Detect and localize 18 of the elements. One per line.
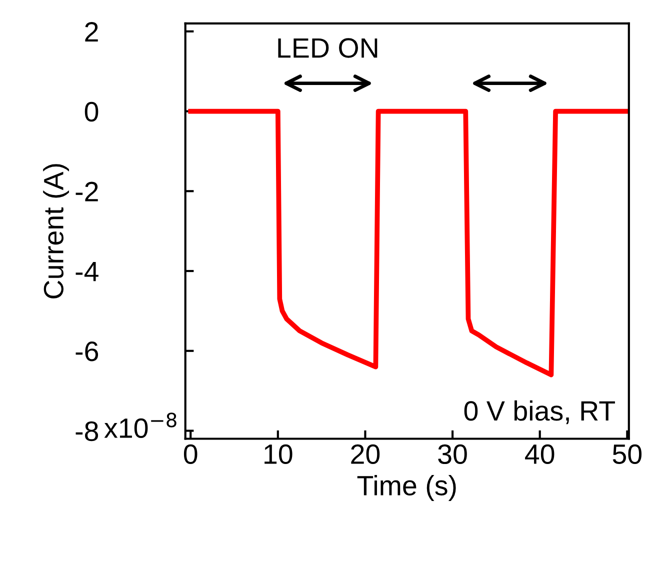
- y-tick-label: -4: [76, 262, 98, 282]
- annotation: LED ON: [278, 38, 378, 58]
- y-tick-label: -8: [76, 421, 98, 442]
- y-tick-label: 0: [84, 102, 98, 122]
- annotation: 0 V bias, RT: [464, 400, 615, 424]
- y-axis-title: Current (A): [43, 164, 69, 298]
- y-tick-label: 2: [85, 22, 98, 42]
- y-tick-label: -2: [76, 182, 98, 202]
- x-tick-label: 30: [438, 444, 467, 464]
- x-axis-title: Time (s): [357, 475, 456, 501]
- x-tick-label: 40: [525, 444, 554, 464]
- x-tick-label: 10: [264, 444, 292, 464]
- x-tick-label: 20: [351, 444, 380, 464]
- x-tick-label: 0: [184, 444, 198, 464]
- y-tick-label: -6: [76, 342, 98, 362]
- text: x10$^{−8}$: [104, 412, 176, 438]
- line-series: [188, 108, 629, 378]
- x-tick-label: 50: [612, 444, 642, 464]
